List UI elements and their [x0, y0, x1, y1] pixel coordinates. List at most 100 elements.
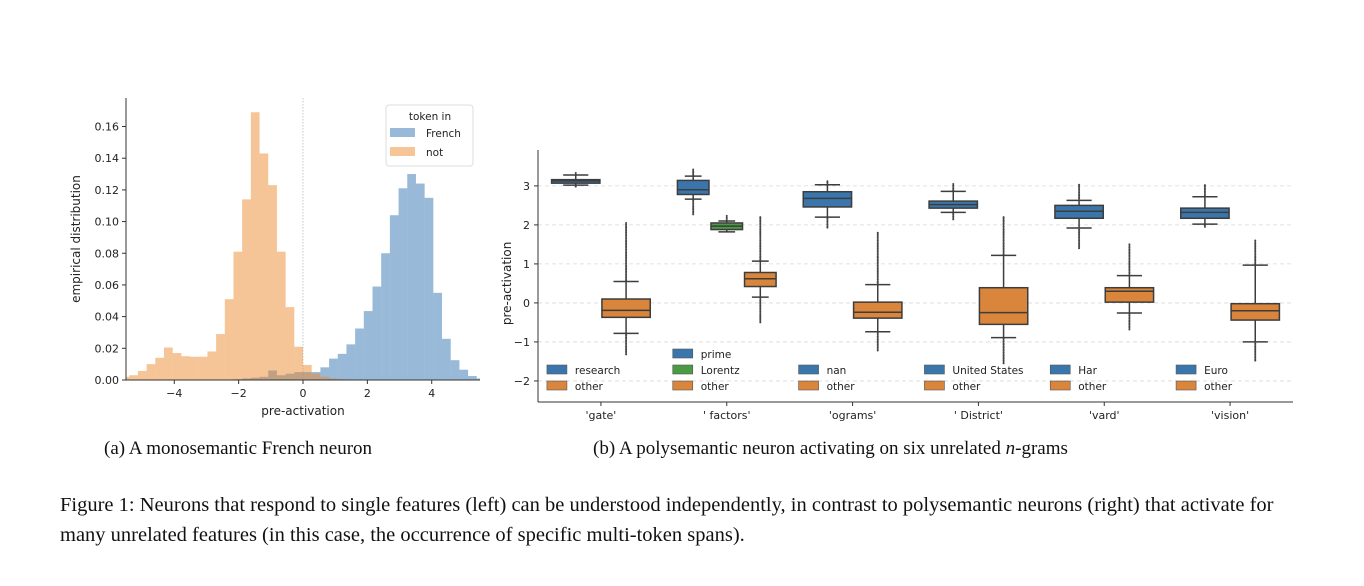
histogram-bar-not: [285, 307, 295, 380]
flier-point: [876, 276, 879, 279]
flier-point: [876, 261, 879, 264]
flier-point: [876, 231, 879, 234]
flier-point: [692, 211, 695, 214]
histogram-bar-not: [311, 373, 321, 380]
histogram-bar-not: [268, 185, 277, 380]
subcaption-a: (a) A monosemantic French neuron: [104, 438, 373, 459]
y-axis-label: empirical distribution: [69, 175, 83, 303]
flier-point: [625, 239, 628, 242]
legend-swatch: [1175, 364, 1197, 375]
y-tick-label: 0.08: [95, 247, 120, 260]
flier-point: [625, 254, 628, 257]
flier-point: [1254, 353, 1257, 356]
box-2-other: [852, 301, 903, 319]
y-tick-label: 0.16: [95, 121, 120, 134]
flier-point: [625, 271, 628, 274]
flier-point: [1078, 194, 1081, 197]
histogram-bar-french: [346, 344, 356, 380]
subcaption-b-suffix: -grams: [1015, 438, 1068, 459]
flier-point: [1128, 268, 1131, 271]
flier-point: [625, 235, 628, 238]
y-tick-label: 0.12: [95, 184, 120, 197]
flier-point: [1002, 228, 1005, 231]
flier-point: [1002, 248, 1005, 251]
figure-caption: Figure 1: Neurons that respond to single…: [60, 494, 1274, 546]
flier-point: [1002, 231, 1005, 234]
legend-swatch-not: [390, 147, 415, 156]
flier-point: [1002, 217, 1005, 220]
flier-point: [759, 308, 762, 311]
flier-point: [1002, 345, 1005, 348]
flier-point: [1128, 257, 1131, 260]
flier-point: [1002, 223, 1005, 226]
flier-point: [1254, 344, 1257, 347]
flier-point: [692, 173, 695, 176]
flier-point: [692, 200, 695, 203]
flier-point: [759, 299, 762, 302]
flier-point: [876, 258, 879, 261]
flier-point: [1002, 239, 1005, 242]
flier-point: [625, 275, 628, 277]
flier-point: [625, 339, 628, 342]
flier-point: [952, 184, 955, 187]
flier-point: [876, 347, 879, 350]
x-tick-label: 0: [300, 387, 307, 400]
flier-point: [1002, 349, 1005, 352]
flier-point: [759, 216, 762, 219]
flier-point: [876, 239, 879, 242]
flier-point: [759, 302, 762, 305]
flier-point: [1254, 248, 1257, 251]
flier-point: [1002, 250, 1005, 253]
histogram-bar-french: [424, 197, 434, 380]
histogram-bar-not: [294, 346, 303, 380]
box-5-euro: [1180, 207, 1230, 220]
flier-point: [759, 258, 762, 261]
flier-point: [625, 251, 628, 254]
flier-point: [625, 348, 628, 351]
legend-swatch: [1049, 380, 1071, 391]
flier-point: [876, 251, 879, 254]
flier-point: [1254, 342, 1257, 345]
flier-point: [876, 241, 879, 244]
flier-point: [759, 301, 762, 304]
histogram-bar-not: [163, 347, 173, 380]
legend-swatch: [924, 380, 945, 391]
legend-label: other: [1078, 381, 1107, 393]
legend-swatch: [546, 364, 568, 375]
flier-point: [1128, 262, 1131, 265]
flier-point: [625, 253, 628, 256]
flier-point: [1002, 219, 1005, 222]
x-tick-label: 'vard': [1089, 409, 1120, 422]
x-tick-label: 2: [364, 387, 371, 400]
legend-label: other: [1204, 381, 1233, 393]
flier-point: [625, 334, 628, 337]
flier-point: [1254, 347, 1257, 350]
flier-point: [625, 270, 628, 273]
histogram-bar-not: [216, 334, 225, 380]
flier-point: [1078, 183, 1081, 186]
y-tick-label: 2: [523, 219, 530, 232]
legend-swatch-french: [390, 128, 415, 137]
legend-swatch: [924, 364, 945, 375]
flier-point: [826, 223, 829, 226]
flier-point: [1203, 187, 1206, 190]
flier-point: [1254, 253, 1257, 256]
flier-point: [625, 245, 628, 248]
x-tick-label: 'ograms': [829, 409, 876, 422]
x-tick-label: 'gate': [585, 409, 616, 422]
flier-point: [1254, 251, 1257, 254]
subcaption-b-var: n: [1005, 438, 1016, 459]
flier-point: [759, 305, 762, 308]
histogram-bar-not: [155, 357, 164, 380]
flier-point: [1254, 242, 1257, 245]
flier-point: [1203, 184, 1206, 187]
flier-point: [876, 333, 879, 336]
histogram-bar-french: [372, 286, 382, 380]
flier-point: [625, 278, 628, 281]
flier-point: [876, 244, 879, 247]
flier-point: [1203, 190, 1206, 193]
flier-point: [1254, 241, 1257, 244]
flier-point: [1254, 351, 1257, 354]
flier-point: [1128, 249, 1131, 252]
flier-point: [1002, 251, 1005, 254]
